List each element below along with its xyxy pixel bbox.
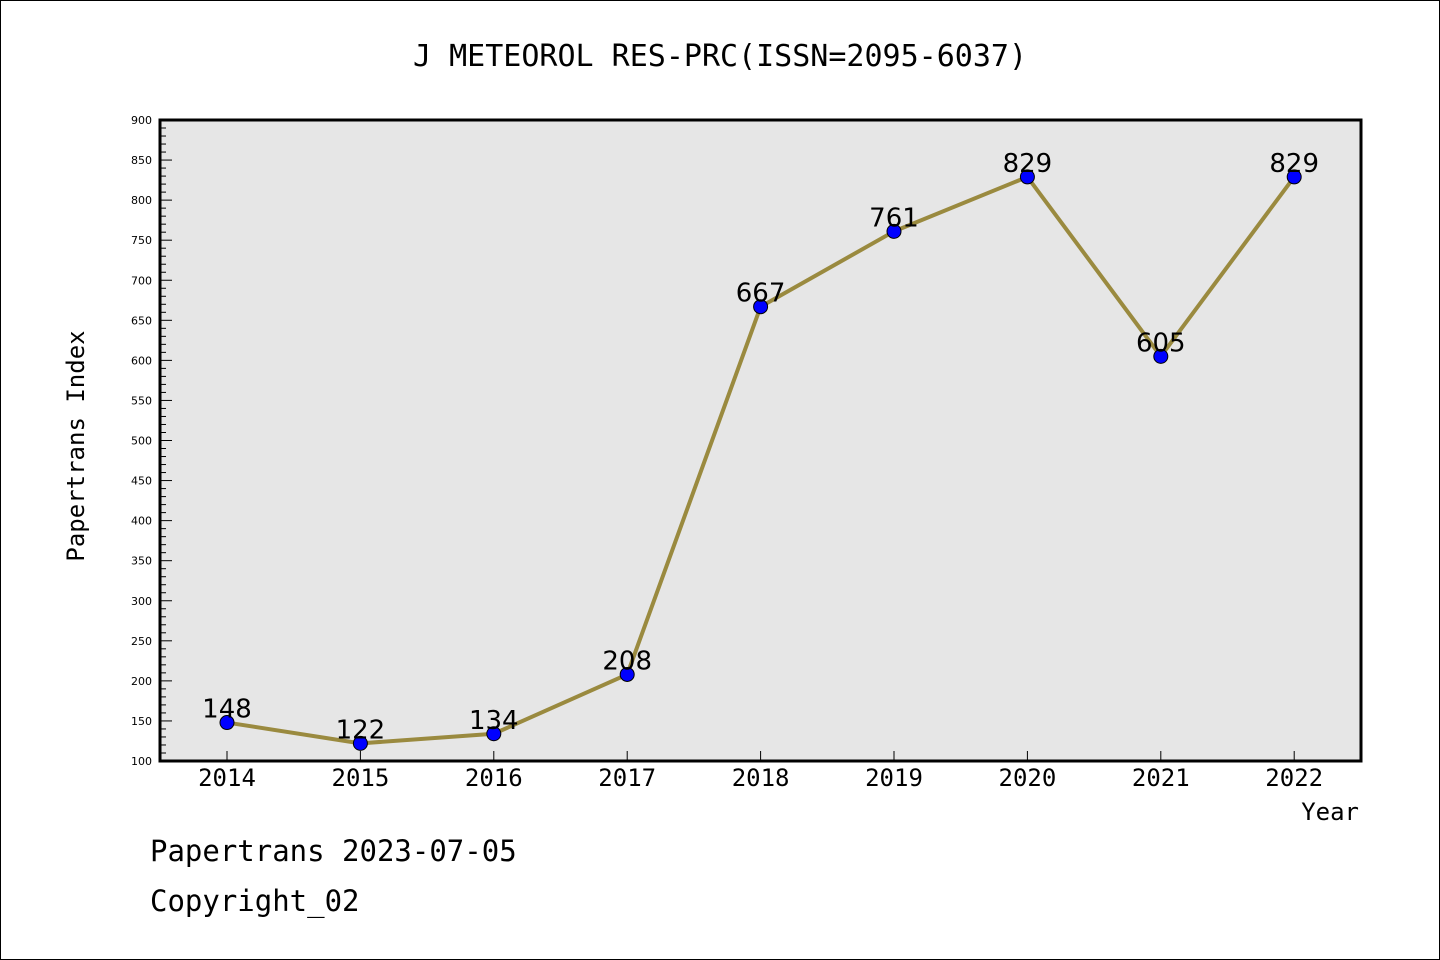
plot-area <box>158 118 1363 763</box>
chart-title: J METEOROL RES-PRC(ISSN=2095-6037) <box>413 39 1027 74</box>
y-tick-label: 850 <box>131 154 152 167</box>
data-point <box>753 299 769 315</box>
y-tick-label: 700 <box>131 274 152 287</box>
y-axis-label: Papertrans Index <box>62 330 90 561</box>
footer-copyright-text: Copyright_02 <box>150 884 360 918</box>
footer-date-text: Papertrans 2023-07-05 <box>150 834 517 868</box>
data-label: 148 <box>202 695 252 725</box>
x-tick-label: 2022 <box>1265 764 1323 792</box>
y-tick-label: 650 <box>131 314 152 327</box>
y-tick-label: 350 <box>131 555 152 568</box>
y-tick-label: 550 <box>131 394 152 407</box>
x-tick-label: 2015 <box>332 764 390 792</box>
data-label: 134 <box>469 706 519 736</box>
data-point <box>1153 348 1169 364</box>
data-label: 829 <box>1269 149 1319 179</box>
data-point <box>619 666 635 682</box>
data-point <box>486 726 502 742</box>
data-label: 829 <box>1003 149 1053 179</box>
x-axis-ticks: 2014 2015 2016 2017 2018 2019 2020 2021 2022 <box>198 751 1323 792</box>
y-tick-label: 100 <box>131 755 152 768</box>
y-tick-label: 450 <box>131 475 152 488</box>
x-tick-label: 2019 <box>865 764 923 792</box>
x-tick-label: 2016 <box>465 764 523 792</box>
data-label: 122 <box>336 715 386 745</box>
data-label: 667 <box>736 279 786 309</box>
data-label: 208 <box>602 646 652 676</box>
y-tick-label: 200 <box>131 675 152 688</box>
y-tick-label: 900 <box>131 114 152 127</box>
series-group: 148 122 134 208 667 761 829 605 829 <box>202 149 1319 751</box>
y-tick-label: 400 <box>131 515 152 528</box>
y-tick-label: 150 <box>131 715 152 728</box>
x-tick-label: 2020 <box>999 764 1057 792</box>
data-point <box>1019 169 1035 185</box>
data-point <box>219 715 235 731</box>
y-tick-label: 300 <box>131 595 152 608</box>
y-tick-label: 600 <box>131 354 152 367</box>
y-axis-ticks: 100 150 200 250 300 350 400 450 500 550 600 650 700 7… <box>131 114 172 768</box>
y-tick-label: 750 <box>131 234 152 247</box>
x-axis-label: Year <box>1301 798 1359 826</box>
data-point <box>1286 169 1302 185</box>
y-tick-label: 500 <box>131 435 152 448</box>
data-label: 761 <box>869 203 919 233</box>
y-tick-label: 250 <box>131 635 152 648</box>
x-tick-label: 2021 <box>1132 764 1190 792</box>
x-tick-label: 2018 <box>732 764 790 792</box>
data-label: 605 <box>1136 328 1186 358</box>
x-tick-label: 2017 <box>598 764 656 792</box>
x-tick-label: 2014 <box>198 764 256 792</box>
data-point <box>886 223 902 239</box>
data-point <box>352 735 368 751</box>
y-tick-label: 800 <box>131 194 152 207</box>
